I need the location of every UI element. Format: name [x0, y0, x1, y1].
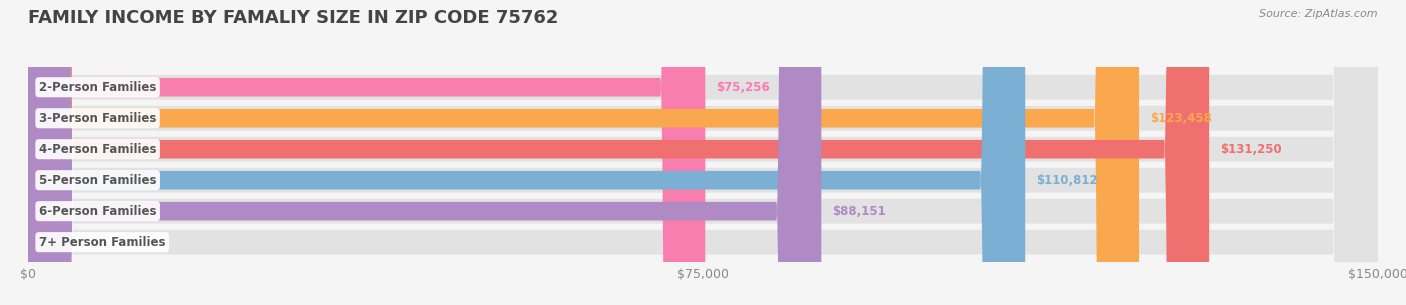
FancyBboxPatch shape [28, 0, 1025, 305]
FancyBboxPatch shape [28, 0, 1378, 305]
FancyBboxPatch shape [28, 0, 1378, 305]
Text: Source: ZipAtlas.com: Source: ZipAtlas.com [1260, 9, 1378, 19]
FancyBboxPatch shape [28, 0, 821, 305]
FancyBboxPatch shape [28, 0, 1378, 305]
FancyBboxPatch shape [28, 0, 1209, 305]
Text: 7+ Person Families: 7+ Person Families [39, 236, 166, 249]
Text: $88,151: $88,151 [832, 205, 886, 218]
Text: $0: $0 [39, 236, 55, 249]
Text: $123,458: $123,458 [1150, 112, 1212, 125]
Text: $110,812: $110,812 [1036, 174, 1098, 187]
Text: 6-Person Families: 6-Person Families [39, 205, 156, 218]
FancyBboxPatch shape [28, 0, 1139, 305]
Text: 3-Person Families: 3-Person Families [39, 112, 156, 125]
FancyBboxPatch shape [28, 0, 706, 305]
Text: 4-Person Families: 4-Person Families [39, 143, 156, 156]
FancyBboxPatch shape [28, 0, 1378, 305]
Text: 5-Person Families: 5-Person Families [39, 174, 156, 187]
FancyBboxPatch shape [28, 0, 1378, 305]
Text: FAMILY INCOME BY FAMALIY SIZE IN ZIP CODE 75762: FAMILY INCOME BY FAMALIY SIZE IN ZIP COD… [28, 9, 558, 27]
FancyBboxPatch shape [28, 0, 1378, 305]
Text: 2-Person Families: 2-Person Families [39, 81, 156, 94]
Text: $75,256: $75,256 [716, 81, 770, 94]
Text: $131,250: $131,250 [1220, 143, 1282, 156]
